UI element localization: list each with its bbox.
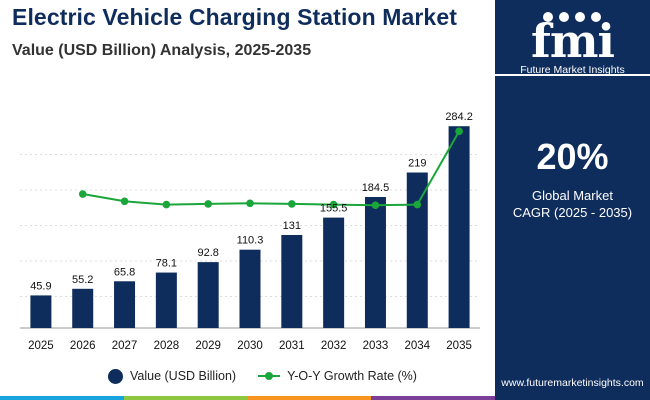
value-label-2031: 131 [283,220,301,232]
growth-point-2027 [120,197,129,206]
logo-mark-icon [535,8,615,24]
growth-line-layer [78,127,463,210]
stripe-segment [123,396,248,400]
chart-plot: 45.9 55.2 65.8 78.1 92.8 110.3 131 155.5 184.5 21… [20,111,480,352]
growth-line [82,130,460,207]
growth-point-2030 [246,199,254,208]
bar-2034 [406,172,428,328]
x-tick-2033: 2033 [363,340,389,352]
bar-2026 [72,288,94,328]
bar-2027 [114,281,136,328]
growth-point-2035 [455,127,463,136]
value-label-2033: 184.5 [362,182,390,194]
growth-point-2028 [162,200,171,209]
bottom-color-stripe [0,396,495,400]
fmi-logo: fmi Future Market Insights [515,8,630,78]
value-label-2032: 155.5 [320,203,348,215]
chart-subtitle: Value (USD Billion) Analysis, 2025-2035 [12,42,312,59]
stripe-segment [247,396,372,400]
cagr-label-line1: Global Market [532,188,613,203]
x-tick-2030: 2030 [237,340,263,352]
chart-legend: Value (USD Billion) Y-O-Y Growth Rate (%… [108,367,439,385]
value-label-2030: 110.3 [237,235,264,247]
value-label-2034: 219 [408,158,426,170]
bar-layer [30,126,470,328]
cagr-value: 20% [536,136,609,177]
value-label-2025: 45.9 [30,280,51,292]
legend-item-growth[interactable]: Y-O-Y Growth Rate (%) [258,369,417,383]
cagr-label-line2: CAGR (2025 - 2035) [512,205,633,220]
legend-value-label: Value (USD Billion) [130,369,237,383]
x-tick-2029: 2029 [195,340,221,352]
bar-2033 [364,197,386,328]
growth-point-2029 [204,200,212,208]
growth-point-2033 [371,201,380,210]
stripe-segment [371,396,495,400]
growth-point-2031 [288,200,296,208]
x-tick-2034: 2034 [404,340,430,352]
stripe-segment [0,396,124,400]
legend-item-value[interactable]: Value (USD Billion) [108,368,237,384]
bar-2032 [323,217,345,328]
bar-2035 [448,126,470,328]
logo-text: fmi [531,14,615,68]
x-tick-2028: 2028 [154,340,180,352]
bar-2031 [281,234,303,328]
website-link[interactable]: www.futuremarketinsights.com [501,377,644,389]
bar-2028 [155,272,177,328]
growth-point-2034 [413,200,422,209]
chart-title: Electric Vehicle Charging Station Market [12,4,457,30]
x-tick-2031: 2031 [279,340,305,352]
value-label-layer: 45.9 55.2 65.8 78.1 92.8 110.3 131 155.5 184.5 21… [30,111,473,292]
x-tick-2026: 2026 [70,340,96,352]
value-label-2029: 92.8 [197,247,218,259]
value-label-2035: 284.2 [445,111,473,123]
bar-2030 [239,249,261,328]
sidebar-divider [495,74,650,76]
sidebar-panel: fmi Future Market Insights 20% Global Ma… [495,0,650,400]
growth-point-2026 [78,190,87,198]
x-tick-2027: 2027 [112,340,138,352]
x-tick-2025: 2025 [28,340,54,352]
x-tick-2035: 2035 [446,340,472,352]
value-label-2026: 55.2 [72,274,93,286]
value-label-2027: 65.8 [114,266,135,278]
x-tick-2032: 2032 [321,340,347,352]
value-label-2028: 78.1 [156,258,177,270]
bar-2025 [30,295,52,328]
x-axis-ticks: 2025 2026 2027 2028 2029 2030 2031 2032 2033 2034… [28,340,472,352]
legend-bar-swatch-icon [108,368,123,384]
bar-2029 [197,262,219,328]
logo-subtitle: Future Market Insights [520,64,625,76]
legend-line-swatch-icon [258,370,281,382]
growth-point-2032 [329,200,338,209]
legend-growth-label: Y-O-Y Growth Rate (%) [287,369,417,383]
